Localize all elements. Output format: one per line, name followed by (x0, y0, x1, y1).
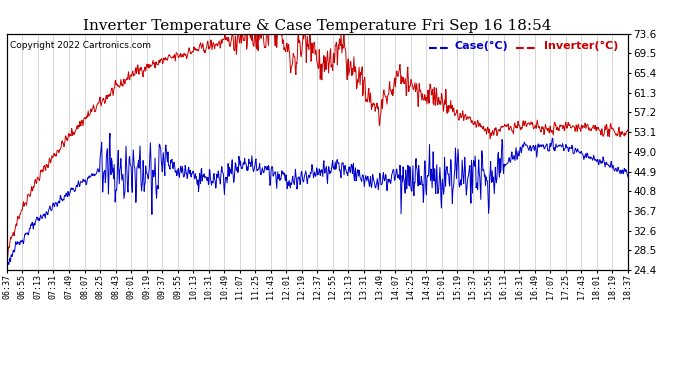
Text: Inverter(°C): Inverter(°C) (544, 41, 618, 51)
Title: Inverter Temperature & Case Temperature Fri Sep 16 18:54: Inverter Temperature & Case Temperature … (83, 19, 551, 33)
Text: Case(°C): Case(°C) (454, 41, 508, 51)
Text: Copyright 2022 Cartronics.com: Copyright 2022 Cartronics.com (10, 41, 151, 50)
